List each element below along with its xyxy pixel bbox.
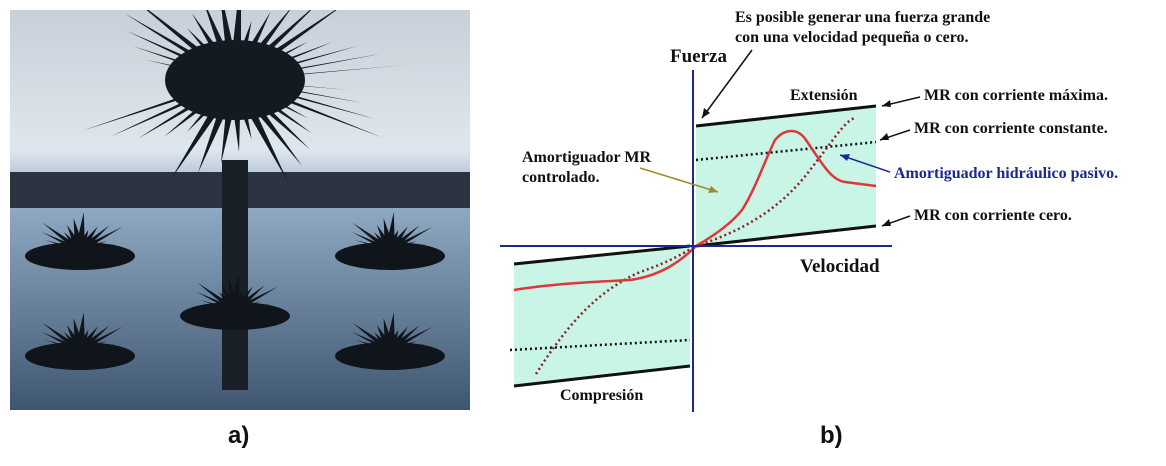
ferrofluid-image: [10, 10, 470, 410]
ferrofluid-mound: [335, 342, 445, 370]
constant-current-line-upper: [695, 140, 877, 162]
y-axis-label: Fuerza: [670, 46, 727, 67]
ferrofluid-spike: [126, 30, 241, 81]
controlled-arrow: [639, 167, 719, 193]
ferrofluid-spike: [229, 64, 407, 80]
passive-damper-curve: [534, 116, 856, 375]
passive-arrowhead: [840, 154, 850, 161]
max-current-arrowhead: [882, 100, 891, 107]
ferrofluid-spike: [138, 80, 241, 139]
compression-label: Compresión: [560, 387, 643, 404]
ferrofluid-spike: [229, 41, 333, 80]
zero-current-label: MR con corriente cero.: [914, 207, 1072, 224]
note-line-1: Es posible generar una fuerza grande: [735, 9, 990, 26]
ferrofluid-mound-spike: [385, 326, 408, 350]
zero-current-line-lower: [513, 244, 691, 266]
ferrofluid-spike: [124, 13, 241, 80]
operating-region: [696, 106, 876, 246]
ferrofluid-mound-spike: [199, 300, 240, 310]
caption-b: b): [820, 422, 843, 449]
ferrofluid-mound-spike: [385, 226, 408, 250]
ferrofluid-mound: [25, 242, 135, 270]
ferrofluid-mound-spike: [230, 286, 253, 310]
ferrofluid-spike: [229, 80, 376, 120]
ferrofluid-mound: [25, 342, 135, 370]
max-current-line-lower: [513, 364, 691, 388]
constant-current-line-lower: [509, 338, 691, 352]
ferrofluid-mound-spike: [67, 325, 85, 350]
ferrofluid-mound-spike: [64, 232, 85, 250]
operating-region-lower: [514, 246, 690, 386]
x-axis-label: Velocidad: [800, 256, 880, 277]
ferrofluid-spike: [197, 80, 241, 174]
max-current-line-upper: [695, 104, 877, 128]
ferrofluid-photo: [10, 10, 470, 410]
controlled-label-1: Amortiguador MR: [522, 149, 651, 166]
ferrofluid-mound: [335, 242, 445, 270]
ferrofluid-mound-spike: [197, 282, 240, 310]
controlled-label-2: controlado.: [522, 169, 599, 186]
caption-a: a): [228, 422, 250, 449]
max-current-label: MR con corriente máxima.: [924, 87, 1108, 104]
ferrofluid-spike: [229, 53, 383, 80]
ferrofluid-spike: [191, 13, 241, 81]
ferrofluid-spike: [82, 80, 241, 131]
note-line-2: con una velocidad pequeña o cero.: [735, 29, 969, 46]
ferrofluid-mound-spike: [42, 322, 85, 350]
ferrofluid-top-mass: [165, 40, 305, 120]
controlled-mr-curve: [513, 129, 877, 292]
note-arrow: [701, 49, 753, 119]
extension-label: Extensión: [790, 87, 858, 104]
zero-current-line-upper: [695, 224, 877, 248]
controlled-arrowhead: [708, 186, 718, 193]
note-arrowhead: [702, 108, 710, 118]
force-velocity-diagram: Fuerza Velocidad Extensión Compresión Es…: [480, 0, 1166, 430]
ferrofluid-mound: [180, 302, 290, 330]
constant-current-arrowhead: [880, 133, 889, 140]
ferrofluid-mound-spike: [222, 285, 240, 310]
constant-current-label: MR con corriente constante.: [914, 120, 1108, 137]
diagram-svg: Fuerza Velocidad Extensión Compresión Es…: [500, 9, 1118, 412]
ferrofluid-mound-spike: [374, 232, 395, 250]
passive-label: Amortiguador hidráulico pasivo.: [894, 165, 1118, 182]
ferrofluid-mound-spike: [75, 326, 98, 350]
zero-current-arrowhead: [882, 219, 891, 226]
ferrofluid-mound-spike: [42, 222, 85, 250]
